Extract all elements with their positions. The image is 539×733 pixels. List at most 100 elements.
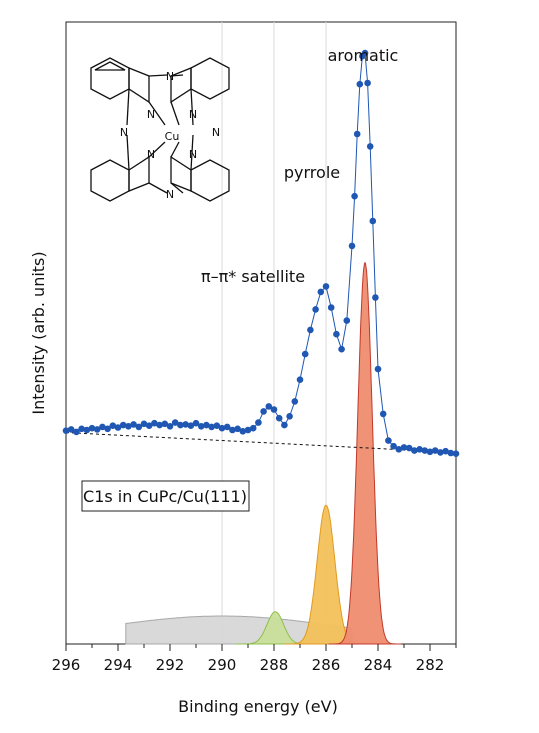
- data-point: [281, 421, 288, 429]
- data-point: [182, 421, 189, 428]
- data-point: [73, 428, 80, 436]
- data-point: [104, 425, 111, 433]
- mol-n-inner-tl: N: [147, 108, 155, 121]
- data-point: [270, 406, 278, 413]
- data-point: [67, 426, 75, 433]
- data-point: [322, 283, 330, 290]
- mol-n-top: N: [166, 70, 174, 83]
- data-point: [338, 345, 345, 353]
- data-point: [260, 408, 267, 415]
- data-point: [135, 423, 143, 431]
- x-tick-label: 292: [156, 656, 185, 674]
- molecule-structure: [90, 57, 230, 202]
- data-point: [296, 376, 304, 384]
- data-point: [275, 414, 283, 422]
- data-point: [265, 403, 273, 410]
- x-tick-label: 286: [312, 656, 341, 674]
- data-point: [151, 419, 158, 427]
- data-point: [78, 425, 85, 433]
- data-point: [353, 130, 361, 138]
- annotation-aromatic: aromatic: [328, 46, 399, 65]
- mol-n-inner-bl: N: [147, 148, 155, 161]
- data-point: [166, 423, 174, 430]
- mol-n-bottom: N: [166, 188, 174, 201]
- data-point: [171, 419, 179, 426]
- data-point: [140, 420, 148, 428]
- data-point: [366, 143, 374, 150]
- data-point: [93, 426, 101, 433]
- baseline: [65, 432, 431, 452]
- data-point: [437, 449, 444, 456]
- data-point: [447, 449, 455, 457]
- data-point: [431, 447, 439, 454]
- mol-n-left: N: [120, 126, 128, 139]
- data-point: [416, 446, 423, 453]
- x-tick-label: 284: [364, 656, 393, 674]
- data-point: [286, 413, 293, 420]
- data-point: [421, 447, 429, 454]
- fit-components: [125, 261, 402, 645]
- data-point: [197, 423, 205, 430]
- data-point: [177, 421, 184, 429]
- x-axis-title: Binding energy (eV): [178, 697, 338, 716]
- plot-frame: [65, 21, 457, 645]
- data-point: [405, 444, 413, 452]
- data-point: [208, 423, 215, 431]
- data-point: [307, 326, 314, 334]
- data-point: [234, 425, 241, 433]
- data-point: [426, 448, 434, 456]
- sample-label: C1s in CuPc/Cu(111): [83, 487, 247, 506]
- x-tick-label: 296: [52, 656, 81, 674]
- molecule-labels: N N N N N N N N Cu: [120, 70, 220, 201]
- data-point: [395, 446, 403, 453]
- data-point: [400, 444, 408, 451]
- data-point: [83, 426, 91, 434]
- data-point: [372, 294, 379, 301]
- data-point: [317, 288, 325, 296]
- data-point: [161, 420, 169, 428]
- measured-points: [62, 49, 460, 458]
- y-axis-title: Intensity (arb. units): [29, 251, 48, 414]
- mol-n-right: N: [212, 126, 220, 139]
- x-tick-label: 294: [104, 656, 133, 674]
- data-point: [125, 423, 132, 430]
- data-point: [390, 442, 397, 450]
- x-axis: 296 294 292 290 288 286 284 282: [52, 644, 457, 674]
- data-point: [369, 217, 377, 225]
- mol-n-inner-tr: N: [189, 108, 197, 121]
- data-point: [312, 306, 319, 313]
- annotation-satellite: π–π* satellite: [201, 267, 305, 286]
- x-tick-label: 288: [260, 656, 289, 674]
- data-point: [239, 428, 247, 435]
- data-point: [218, 424, 226, 432]
- data-point: [192, 419, 200, 427]
- data-point: [145, 422, 153, 430]
- data-point: [187, 422, 195, 430]
- data-point: [411, 447, 418, 454]
- data-point: [364, 79, 371, 87]
- sample-label-box: [81, 480, 250, 512]
- data-point: [213, 422, 221, 430]
- data-point: [229, 426, 236, 434]
- data-point: [249, 424, 257, 432]
- data-point: [374, 365, 382, 373]
- x-tick-label: 282: [416, 656, 445, 674]
- data-point: [223, 423, 231, 431]
- data-point: [351, 192, 358, 200]
- data-point: [327, 304, 335, 311]
- data-point: [379, 410, 387, 418]
- data-point: [442, 447, 449, 455]
- data-point: [99, 423, 106, 431]
- data-point: [361, 49, 369, 57]
- data-point: [301, 350, 309, 358]
- data-point: [255, 419, 262, 426]
- mol-n-inner-br: N: [189, 148, 197, 161]
- data-point: [109, 422, 117, 430]
- mol-cu: Cu: [165, 130, 180, 143]
- data-point: [385, 437, 392, 444]
- data-point: [88, 424, 96, 432]
- data-point: [291, 398, 299, 405]
- data-point: [114, 424, 122, 431]
- annotation-pyrrole: pyrrole: [284, 163, 340, 182]
